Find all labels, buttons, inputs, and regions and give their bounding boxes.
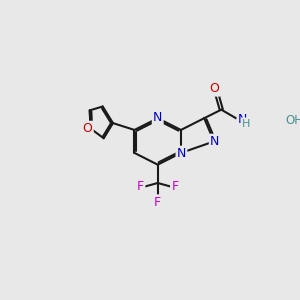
Text: OH: OH <box>285 114 300 127</box>
Text: N: N <box>210 135 219 148</box>
Text: O: O <box>82 122 92 135</box>
Text: N: N <box>238 113 247 126</box>
Text: F: F <box>137 180 144 193</box>
Text: F: F <box>171 180 178 193</box>
Text: H: H <box>242 118 250 129</box>
Text: O: O <box>209 82 219 95</box>
Text: N: N <box>153 111 162 124</box>
Text: N: N <box>177 147 186 160</box>
Text: F: F <box>154 196 161 208</box>
